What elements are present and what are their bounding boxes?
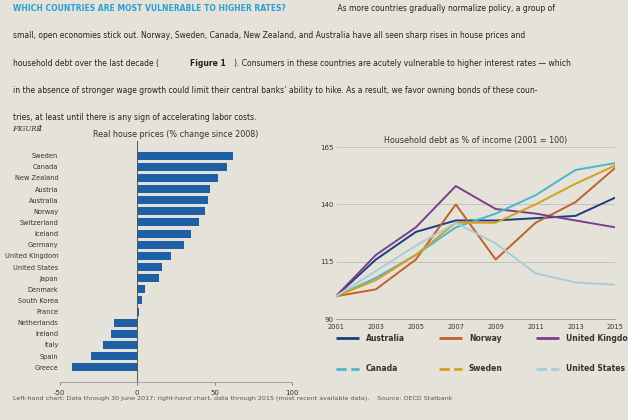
- Bar: [137, 241, 183, 249]
- Title: Household debt as % of income (2001 = 100): Household debt as % of income (2001 = 10…: [384, 136, 567, 145]
- Text: Sweden: Sweden: [469, 364, 503, 373]
- Text: 1: 1: [35, 125, 43, 133]
- Bar: [137, 307, 139, 315]
- Bar: [114, 319, 137, 327]
- Bar: [137, 218, 199, 226]
- Bar: [137, 297, 142, 304]
- Bar: [111, 330, 137, 338]
- Text: Norway: Norway: [469, 334, 502, 343]
- Text: tries, at least until there is any sign of accelerating labor costs.: tries, at least until there is any sign …: [13, 113, 256, 122]
- Bar: [137, 207, 205, 215]
- Bar: [137, 174, 218, 182]
- Text: F: F: [13, 125, 18, 133]
- Text: ). Consumers in these countries are acutely vulnerable to higher interest rates : ). Consumers in these countries are acut…: [234, 59, 571, 68]
- Text: Left-hand chart: Data through 30 June 2017; right-hand chart, data through 2015 : Left-hand chart: Data through 30 June 20…: [13, 396, 452, 401]
- Text: As more countries gradually normalize policy, a group of: As more countries gradually normalize po…: [335, 4, 555, 13]
- Text: Australia: Australia: [366, 334, 405, 343]
- Bar: [137, 252, 171, 260]
- Bar: [137, 185, 210, 193]
- Text: in the absence of stronger wage growth could limit their central banks’ ability : in the absence of stronger wage growth c…: [13, 86, 537, 95]
- Bar: [137, 274, 159, 282]
- Text: WHICH COUNTRIES ARE MOST VULNERABLE TO HIGHER RATES?: WHICH COUNTRIES ARE MOST VULNERABLE TO H…: [13, 4, 286, 13]
- Bar: [137, 263, 162, 271]
- Title: Real house prices (% change since 2008): Real house prices (% change since 2008): [93, 129, 259, 139]
- Text: small, open economies stick out. Norway, Sweden, Canada, New Zealand, and Austra: small, open economies stick out. Norway,…: [13, 32, 525, 40]
- Text: household debt over the last decade (: household debt over the last decade (: [13, 59, 158, 68]
- Bar: [137, 152, 233, 160]
- Text: United States: United States: [566, 364, 625, 373]
- Bar: [137, 163, 227, 171]
- Text: Figure 1: Figure 1: [190, 59, 226, 68]
- Bar: [72, 363, 137, 371]
- Text: IGURE: IGURE: [17, 125, 41, 133]
- Text: United Kingdom: United Kingdom: [566, 334, 628, 343]
- Bar: [137, 285, 145, 293]
- Bar: [137, 196, 208, 204]
- Bar: [137, 230, 192, 238]
- Bar: [90, 352, 137, 360]
- Text: Canada: Canada: [366, 364, 398, 373]
- Bar: [103, 341, 137, 349]
